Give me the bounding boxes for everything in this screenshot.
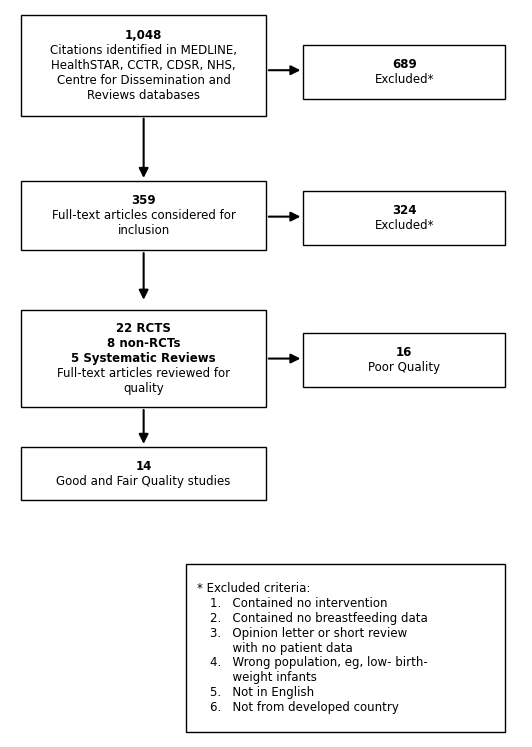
Text: Full-text articles considered for: Full-text articles considered for: [52, 209, 236, 222]
FancyBboxPatch shape: [303, 45, 505, 99]
Text: Full-text articles reviewed for: Full-text articles reviewed for: [57, 367, 230, 380]
Text: 1.   Contained no intervention: 1. Contained no intervention: [210, 597, 388, 610]
Text: inclusion: inclusion: [118, 224, 170, 237]
Text: 5.   Not in English: 5. Not in English: [210, 686, 314, 699]
Text: Good and Fair Quality studies: Good and Fair Quality studies: [56, 474, 231, 488]
FancyBboxPatch shape: [21, 15, 266, 116]
Text: quality: quality: [123, 382, 164, 395]
Text: Reviews databases: Reviews databases: [87, 89, 200, 102]
Text: 6.   Not from developed country: 6. Not from developed country: [210, 701, 399, 714]
FancyBboxPatch shape: [21, 181, 266, 250]
Text: 1,048: 1,048: [125, 29, 162, 42]
FancyBboxPatch shape: [21, 310, 266, 407]
Text: weight infants: weight infants: [210, 672, 317, 684]
FancyBboxPatch shape: [303, 191, 505, 245]
Text: 5 Systematic Reviews: 5 Systematic Reviews: [71, 352, 216, 365]
Text: 4.   Wrong population, eg, low- birth-: 4. Wrong population, eg, low- birth-: [210, 657, 428, 669]
Text: Excluded*: Excluded*: [375, 72, 434, 86]
Text: 359: 359: [131, 194, 156, 207]
Text: 324: 324: [392, 204, 417, 217]
Text: 2.   Contained no breastfeeding data: 2. Contained no breastfeeding data: [210, 612, 428, 624]
Text: 689: 689: [392, 58, 417, 71]
Text: 14: 14: [136, 459, 152, 473]
Text: with no patient data: with no patient data: [210, 642, 353, 654]
Text: 16: 16: [396, 346, 412, 359]
Text: 3.   Opinion letter or short review: 3. Opinion letter or short review: [210, 627, 408, 639]
Text: 8 non-RCTs: 8 non-RCTs: [107, 337, 180, 350]
FancyBboxPatch shape: [186, 564, 505, 732]
Text: * Excluded criteria:: * Excluded criteria:: [197, 582, 310, 595]
Text: Excluded*: Excluded*: [375, 219, 434, 232]
Text: Centre for Dissemination and: Centre for Dissemination and: [57, 74, 230, 87]
FancyBboxPatch shape: [21, 447, 266, 500]
Text: HealthSTAR, CCTR, CDSR, NHS,: HealthSTAR, CCTR, CDSR, NHS,: [51, 59, 236, 72]
Text: 22 RCTS: 22 RCTS: [116, 322, 171, 335]
Text: Poor Quality: Poor Quality: [368, 361, 440, 374]
Text: Citations identified in MEDLINE,: Citations identified in MEDLINE,: [50, 44, 237, 57]
FancyBboxPatch shape: [303, 333, 505, 387]
